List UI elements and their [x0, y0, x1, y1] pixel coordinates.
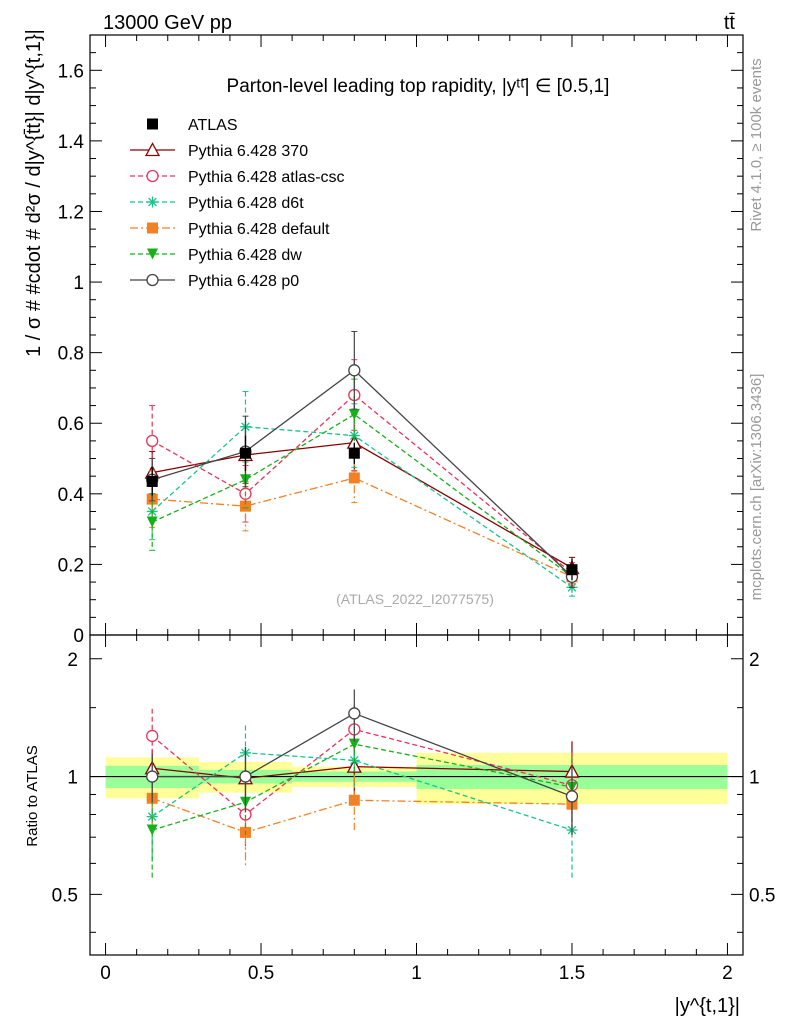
legend-label-1: Pythia 6.428 atlas-csc: [188, 169, 345, 186]
legend-marker-2: [147, 196, 158, 208]
x-tick-label: 1: [411, 963, 422, 984]
atlas-data-point: [348, 447, 360, 459]
series-5-ratio-point: [565, 790, 579, 803]
series-5-ratio-line: [152, 712, 573, 797]
y-tick-label: 1.4: [58, 132, 85, 153]
x-axis-label: |y^{t,1}|: [675, 995, 740, 1017]
series-5-ratio-point: [239, 770, 252, 783]
series-3-point: [239, 500, 251, 512]
ratio-y-tick-label-right: 2: [749, 650, 760, 671]
y-tick-label: 0: [73, 626, 84, 647]
legend-label-2: Pythia 6.428 d6t: [188, 195, 304, 212]
x-tick-label: 2: [722, 963, 733, 984]
y-tick-label: 0.4: [58, 485, 85, 506]
series-1-line: [151, 394, 573, 574]
mcplots-label: mcplots.cern.ch [arXiv:1306.3436]: [748, 374, 765, 601]
main-panel: 0 0.2 0.4 0.6 0.8 1 1.2 1.4 1.6: [58, 34, 744, 647]
legend-marker-0: [144, 142, 161, 157]
legend: ATLAS Pythia 6.428 370 Pythia 6.428 atlas-…: [130, 117, 345, 290]
ratio-y-tick-label: 2: [67, 650, 78, 671]
atlas-data-point: [146, 475, 158, 487]
legend-marker-4: [147, 248, 158, 260]
series-4-ratio-point: [348, 738, 360, 750]
series-3-ratio-line: [151, 797, 572, 834]
series-0-ratio-line: [152, 766, 572, 779]
legend-marker-1: [146, 169, 159, 183]
series-2-line: [151, 426, 573, 588]
ratio-panel: 0 0.5 1 1.5 2 0.5 0.5 1 1 2 2: [52, 634, 775, 984]
legend-atlas-label: ATLAS: [188, 117, 238, 134]
energy-label: 13000 GeV pp: [103, 12, 232, 34]
series-3-ratio-point: [348, 794, 360, 806]
y-tick-label: 1.6: [58, 61, 84, 82]
ratio-y-tick-label: 1: [67, 768, 78, 789]
y-tick-label: 1: [73, 273, 84, 294]
legend-marker-3: [147, 222, 158, 234]
y-tick-label: 0.6: [58, 414, 84, 435]
series-5-line: [152, 369, 573, 578]
series-1-point: [146, 434, 159, 448]
y-tick-label: 0.8: [58, 344, 84, 365]
legend-label-3: Pythia 6.428 default: [188, 221, 330, 238]
series-5-ratio-point: [146, 770, 159, 783]
series-0-line: [152, 441, 573, 569]
ratio-y-label: Ratio to ATLAS: [24, 745, 41, 846]
atlas-data-point: [239, 447, 251, 459]
series-1-ratio-line: [151, 728, 573, 816]
chart-title: Parton-level leading top rapidity, |yᵗᵗ̄…: [227, 76, 610, 97]
series-4-ratio-line: [152, 743, 573, 831]
series-5-point: [348, 364, 361, 377]
y-axis-label: 1 / σ # #cdot # d²σ / d|y^{t̄t}| d|y^{t,…: [23, 29, 45, 357]
series-1-ratio-point: [146, 729, 159, 743]
x-tick-label: 0.5: [248, 963, 274, 984]
x-tick-label: 1.5: [559, 963, 585, 984]
legend-marker-5: [146, 273, 159, 287]
legend-label-4: Pythia 6.428 dw: [188, 247, 302, 264]
series-4-point: [146, 516, 158, 528]
series-4-ratio-point: [146, 824, 158, 836]
process-label: tt̄: [724, 12, 736, 34]
analysis-tag: (ATLAS_2022_I2077575): [336, 591, 494, 607]
y-tick-label: 1.2: [58, 202, 84, 223]
series-3-point: [348, 472, 360, 484]
series-3-line: [152, 477, 573, 578]
series-4-line: [151, 413, 573, 578]
ratio-y-tick-label-right: 1: [749, 768, 760, 789]
series-5-ratio-point: [348, 707, 361, 720]
legend-label-5: Pythia 6.428 p0: [188, 273, 299, 290]
ratio-y-tick-label: 0.5: [52, 885, 78, 906]
series-4-point: [348, 408, 360, 420]
atlas-data-point: [566, 564, 578, 576]
rivet-label: Rivet 4.1.0, ≥ 100k events: [748, 58, 765, 231]
x-tick-label: 0: [100, 963, 111, 984]
series-2-ratio-line: [151, 752, 573, 831]
ratio-y-tick-label-right: 0.5: [749, 885, 775, 906]
legend-atlas-marker: [147, 118, 158, 130]
legend-label-0: Pythia 6.428 370: [188, 143, 308, 160]
series-0-ratio-point: [346, 758, 362, 773]
y-tick-label: 0.2: [58, 555, 84, 576]
